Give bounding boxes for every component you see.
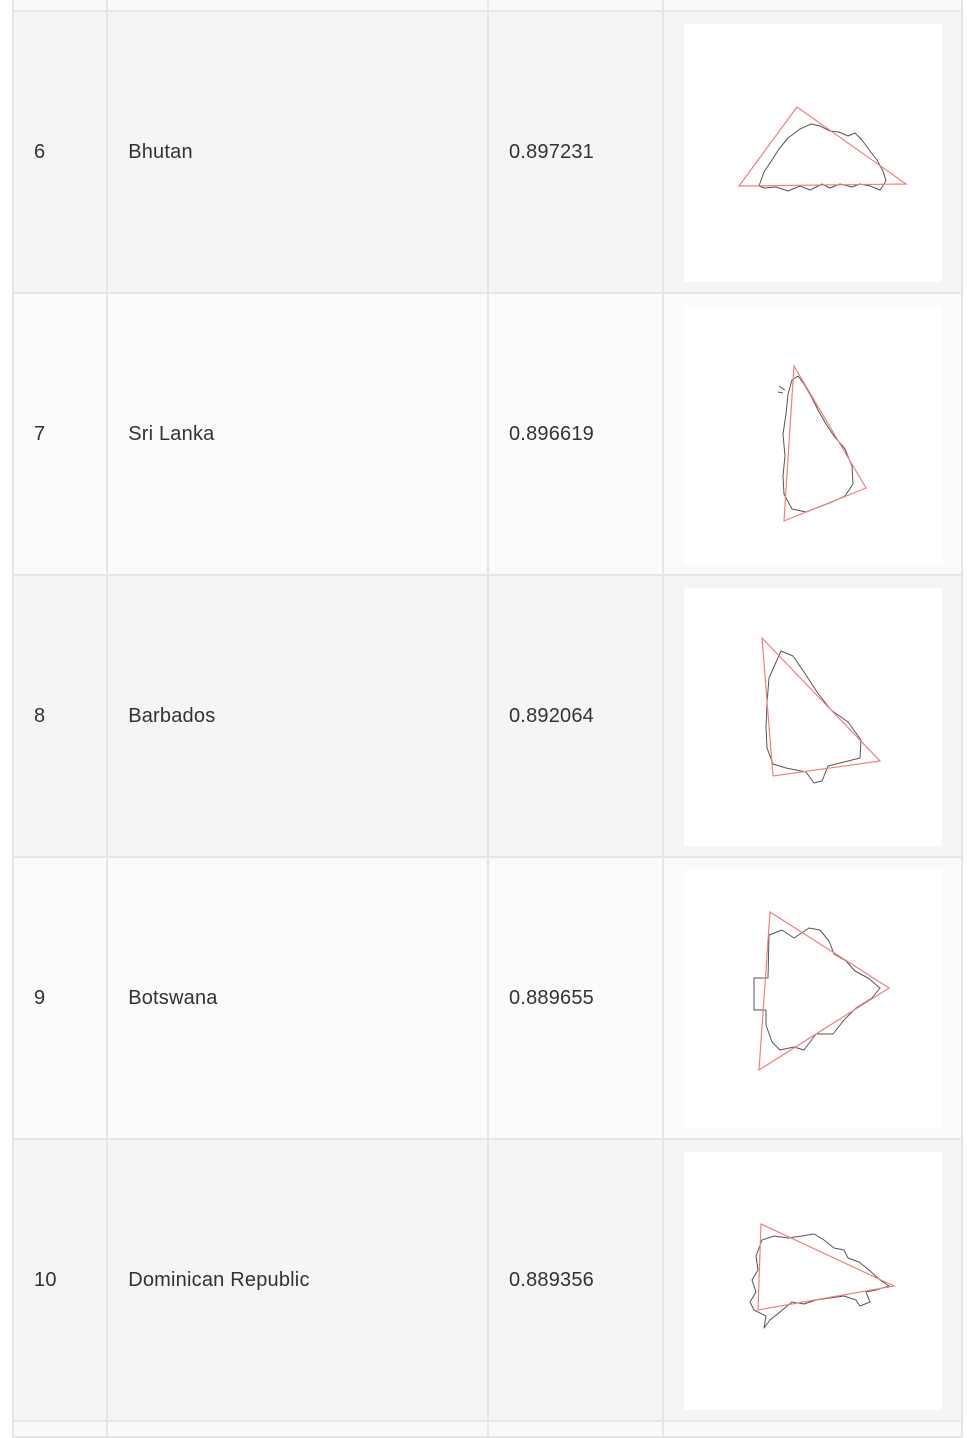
- table-cell: [662, 0, 963, 12]
- country-shape-image: [684, 1152, 943, 1410]
- ranking-table: 6 Bhutan 0.897231 7 Sri Lanka 0.896619: [11, 0, 963, 1438]
- table-row: 10 Dominican Republic 0.889356: [11, 1138, 963, 1422]
- table-cell: [662, 1420, 963, 1438]
- rank-cell: 9: [11, 856, 109, 1140]
- country-name-cell: Dominican Republic: [106, 1138, 489, 1422]
- shape-cell: [662, 1138, 963, 1422]
- score-cell: 0.889655: [486, 856, 665, 1140]
- table-cell: [486, 0, 665, 12]
- rank-cell: 10: [11, 1138, 109, 1422]
- table-row: 7 Sri Lanka 0.896619: [11, 292, 963, 576]
- shape-cell: [662, 10, 963, 294]
- country-shape-image: [684, 588, 943, 846]
- table-row: 9 Botswana 0.889655: [11, 856, 963, 1140]
- table-cell: [11, 1420, 109, 1438]
- bhutan-outline-with-triangle-icon: [738, 106, 909, 192]
- country-name-cell: Bhutan: [106, 10, 489, 294]
- sri-lanka-outline-with-triangle-icon: [778, 364, 868, 522]
- score-cell: 0.892064: [486, 574, 665, 858]
- country-name-cell: Botswana: [106, 856, 489, 1140]
- botswana-outline-with-triangle-icon: [753, 910, 891, 1072]
- score-cell: 0.889356: [486, 1138, 665, 1422]
- table-row-partial-top: [11, 0, 963, 12]
- country-name-cell: Barbados: [106, 574, 489, 858]
- table-row: 6 Bhutan 0.897231: [11, 10, 963, 294]
- score-cell: 0.896619: [486, 292, 665, 576]
- rank-cell: 8: [11, 574, 109, 858]
- table-cell: [486, 1420, 665, 1438]
- shape-cell: [662, 292, 963, 576]
- score-cell: 0.897231: [486, 10, 665, 294]
- table-row-partial-bottom: [11, 1420, 963, 1438]
- country-name-cell: Sri Lanka: [106, 292, 489, 576]
- country-shape-image: [684, 306, 943, 564]
- rank-cell: 6: [11, 10, 109, 294]
- table-cell: [106, 0, 489, 12]
- shape-cell: [662, 574, 963, 858]
- table-row: 8 Barbados 0.892064: [11, 574, 963, 858]
- table-cell: [11, 0, 109, 12]
- dominican-republic-outline-with-triangle-icon: [749, 1223, 897, 1329]
- rank-cell: 7: [11, 292, 109, 576]
- country-shape-image: [684, 24, 943, 282]
- country-shape-image: [684, 870, 943, 1128]
- barbados-outline-with-triangle-icon: [761, 636, 882, 784]
- shape-cell: [662, 856, 963, 1140]
- table-cell: [106, 1420, 489, 1438]
